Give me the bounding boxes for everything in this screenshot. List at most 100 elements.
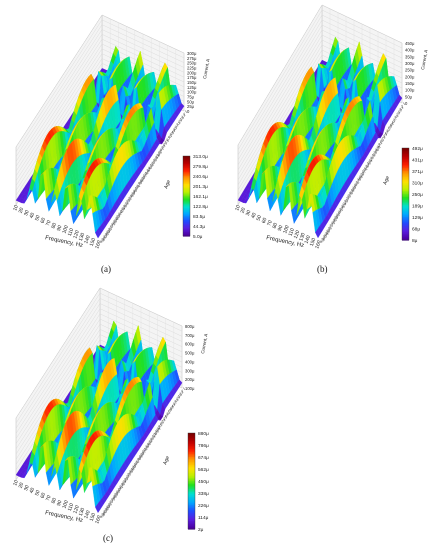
y-tick-label: 271 bbox=[109, 222, 116, 229]
colorbar-segment bbox=[183, 206, 190, 209]
colorbar: 880μ 786μ 674μ 562μ 450μ 338μ 226μ 114μ 2μ bbox=[187, 431, 209, 533]
colorbar-segment bbox=[183, 178, 190, 181]
gridline bbox=[237, 9, 323, 151]
gridline bbox=[15, 14, 103, 148]
colorbar-segment bbox=[188, 517, 195, 520]
gridline bbox=[15, 48, 103, 181]
y-tick-label: 247 bbox=[335, 210, 342, 217]
colorbar-segment bbox=[183, 160, 190, 162]
y-tick-label: 13 bbox=[179, 390, 185, 396]
colorbar-segment bbox=[183, 212, 190, 214]
x-tick-label: 120 bbox=[72, 229, 81, 239]
colorbar-segment bbox=[188, 497, 195, 500]
colorbar-segment bbox=[183, 222, 190, 225]
y-tick-label: 139 bbox=[146, 166, 153, 173]
colorbar-segment bbox=[188, 439, 195, 442]
z-tick-label: 400μ bbox=[405, 48, 415, 53]
x-tick-label: 30 bbox=[245, 209, 253, 216]
y-tick-label: 259 bbox=[112, 492, 119, 499]
y-tick-label: 211 bbox=[126, 197, 133, 204]
colorbar-segment bbox=[402, 201, 409, 204]
y-tick-label: 151 bbox=[361, 167, 368, 174]
z-tick-label: 275μ bbox=[187, 56, 197, 61]
colorbar-segment bbox=[183, 157, 190, 160]
colorbar-segment bbox=[183, 218, 190, 221]
y-tick-label: 277 bbox=[327, 224, 334, 231]
y-tick-label: 283 bbox=[326, 226, 333, 233]
colorbar-segment bbox=[188, 513, 195, 516]
colorbar-segment bbox=[183, 156, 190, 158]
x-tick-label: 120 bbox=[72, 504, 81, 514]
x-tick-label: 50 bbox=[34, 489, 42, 496]
colorbar-segment bbox=[402, 235, 409, 238]
y-tick-label: 145 bbox=[143, 444, 150, 451]
y-tick-label: 175 bbox=[135, 457, 142, 464]
colorbar-segment bbox=[188, 489, 195, 492]
y-tick-label: 235 bbox=[339, 205, 346, 212]
colorbar-segment bbox=[402, 189, 409, 192]
colorbar-segment bbox=[188, 500, 195, 503]
y-tick-label: 199 bbox=[129, 191, 136, 198]
x-tick-label: 130 bbox=[298, 232, 307, 242]
y-tick-label: 1 bbox=[182, 386, 186, 390]
y-tick-label: 85 bbox=[159, 420, 165, 426]
z-tick-label: 125μ bbox=[187, 85, 197, 90]
y-tick-label: 79 bbox=[161, 418, 167, 424]
colorbar-segment bbox=[402, 238, 409, 241]
y-tick-label: 67 bbox=[384, 130, 390, 136]
colorbar-tick-label: 189μ bbox=[412, 204, 423, 210]
colorbar-segment bbox=[183, 164, 190, 166]
colorbar-segment bbox=[402, 163, 409, 166]
z-axis: 300μ275μ250μ225μ200μ175μ150μ125μ100μ75μ5… bbox=[187, 51, 211, 114]
y-tick-label: 300 bbox=[101, 510, 108, 517]
colorbar-segment bbox=[402, 203, 409, 206]
y-tick-label: 19 bbox=[179, 116, 185, 122]
x-tick-label: 40 bbox=[250, 212, 258, 219]
colorbar-segment bbox=[188, 484, 195, 487]
colorbar-segment bbox=[183, 197, 190, 200]
colorbar-frame bbox=[187, 432, 196, 530]
colorbar-segment bbox=[402, 198, 409, 201]
colorbar-tick-label: 674μ bbox=[198, 455, 209, 461]
colorbar-segment bbox=[402, 149, 409, 152]
colorbar-segment bbox=[183, 169, 190, 172]
colorbar-segment bbox=[183, 202, 190, 205]
y-tick-label: 169 bbox=[357, 175, 364, 182]
y-tick-label: 91 bbox=[158, 423, 164, 429]
y-tick-label: 181 bbox=[133, 459, 140, 466]
surface-patch bbox=[315, 228, 321, 239]
colorbar-tick-label: 44.3μ bbox=[193, 224, 205, 230]
z-tick-label: 450μ bbox=[405, 41, 415, 46]
y-tick-label: 61 bbox=[167, 134, 173, 140]
x-tick-label: 110 bbox=[67, 502, 75, 512]
y-tick-label: 211 bbox=[345, 194, 352, 201]
z-tick-label: 0 bbox=[187, 109, 190, 114]
y-tick-label: 121 bbox=[150, 434, 157, 441]
colorbar-segment bbox=[402, 161, 409, 164]
y-tick-label: 295 bbox=[322, 232, 329, 239]
colorbar-segment bbox=[402, 167, 409, 171]
colorbar-segment bbox=[188, 519, 195, 522]
y-tick-label: 157 bbox=[141, 173, 148, 180]
colorbar-segment bbox=[402, 166, 409, 169]
y-tick-label: 49 bbox=[171, 129, 177, 135]
x-tick-label: 20 bbox=[18, 207, 26, 214]
y-tick-label: 85 bbox=[379, 138, 385, 144]
colorbar-tick-label: 8μ bbox=[412, 238, 418, 244]
colorbar-segment bbox=[183, 232, 190, 234]
colorbar-segment bbox=[188, 509, 195, 512]
colorbar-segment bbox=[183, 233, 190, 236]
x-tick-label: 60 bbox=[40, 217, 48, 224]
y-tick-label: 199 bbox=[348, 188, 355, 195]
colorbar-segment bbox=[402, 229, 409, 232]
colorbar-segment bbox=[183, 180, 190, 182]
y-tick-label: 223 bbox=[122, 202, 129, 209]
z-tick-label: 300μ bbox=[187, 51, 197, 56]
x-tick-label: 90 bbox=[56, 499, 64, 506]
x-tick-label: 10 bbox=[234, 204, 242, 211]
y-tick-label: 115 bbox=[152, 156, 159, 163]
y-tick-label: 43 bbox=[171, 403, 177, 409]
colorbar-segment bbox=[402, 180, 409, 183]
colorbar-segment bbox=[188, 479, 195, 482]
